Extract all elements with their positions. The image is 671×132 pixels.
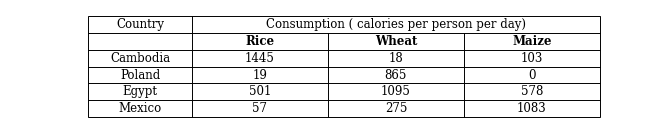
Text: 0: 0 bbox=[528, 69, 535, 82]
Text: 18: 18 bbox=[389, 52, 403, 65]
Text: 501: 501 bbox=[249, 85, 271, 98]
Text: Egypt: Egypt bbox=[123, 85, 158, 98]
Text: Cambodia: Cambodia bbox=[110, 52, 170, 65]
Text: 57: 57 bbox=[252, 102, 268, 115]
Text: 275: 275 bbox=[384, 102, 407, 115]
Text: Country: Country bbox=[116, 18, 164, 31]
Text: Rice: Rice bbox=[246, 35, 274, 48]
Text: 1095: 1095 bbox=[381, 85, 411, 98]
Text: Poland: Poland bbox=[120, 69, 160, 82]
Text: 19: 19 bbox=[252, 69, 268, 82]
Text: 1083: 1083 bbox=[517, 102, 547, 115]
Text: 1445: 1445 bbox=[245, 52, 275, 65]
Text: Maize: Maize bbox=[512, 35, 552, 48]
Text: 103: 103 bbox=[521, 52, 543, 65]
Text: 578: 578 bbox=[521, 85, 543, 98]
Text: Mexico: Mexico bbox=[118, 102, 162, 115]
Text: 865: 865 bbox=[384, 69, 407, 82]
Text: Consumption ( calories per person per day): Consumption ( calories per person per da… bbox=[266, 18, 526, 31]
Text: Wheat: Wheat bbox=[374, 35, 417, 48]
